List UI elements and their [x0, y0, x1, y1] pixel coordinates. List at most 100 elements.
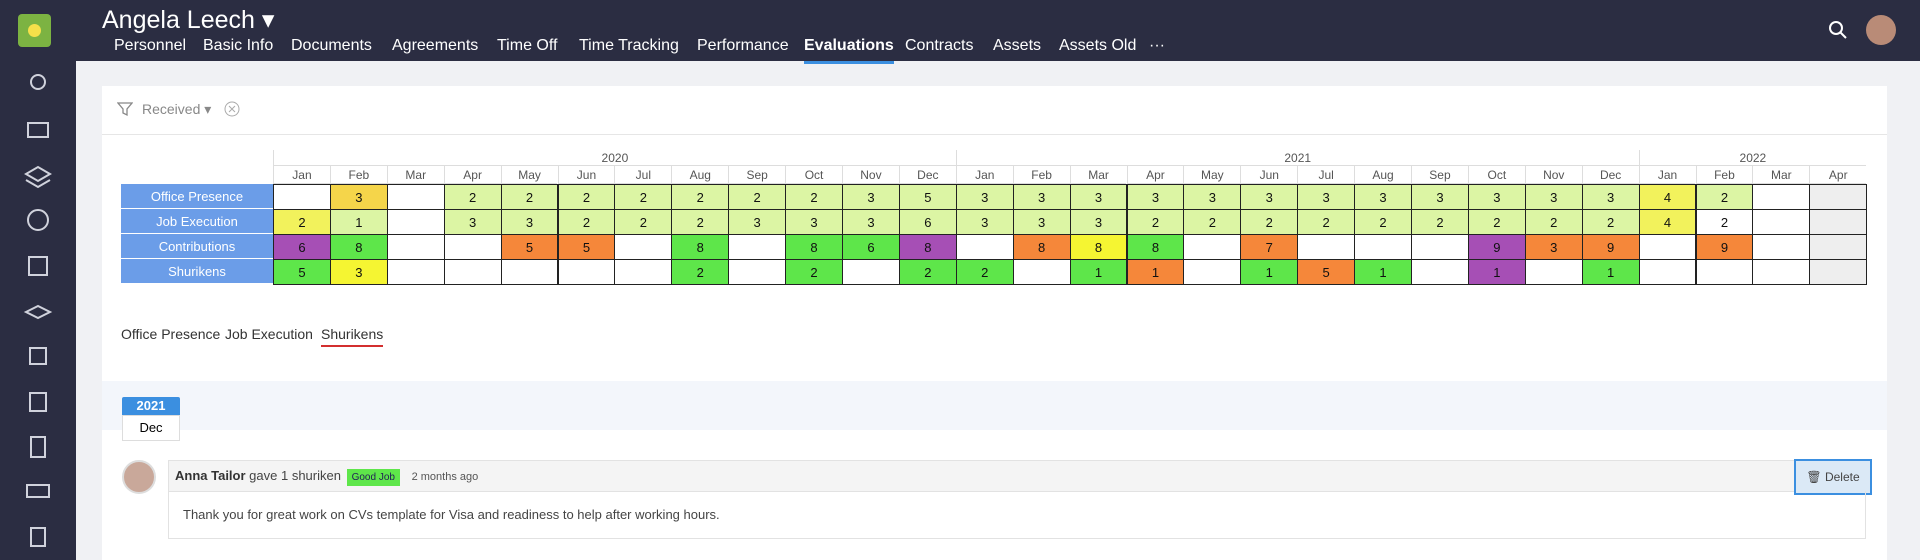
grid-cell[interactable] — [386, 184, 445, 210]
nav-icon[interactable] — [30, 527, 46, 547]
grid-cell[interactable]: 3 — [955, 209, 1014, 235]
grid-cell[interactable]: 2 — [728, 184, 787, 210]
grid-cell[interactable] — [1638, 234, 1697, 260]
nav-icon[interactable] — [23, 304, 53, 320]
grid-cell[interactable]: 4 — [1638, 184, 1697, 210]
grid-cell[interactable] — [1695, 259, 1754, 285]
grid-cell[interactable]: 1 — [1354, 259, 1412, 285]
grid-cell[interactable]: 4 — [1638, 209, 1697, 235]
grid-cell[interactable]: 9 — [1467, 234, 1526, 260]
nav-icon[interactable] — [26, 484, 50, 498]
grid-cell[interactable] — [1354, 234, 1412, 260]
nav-icon[interactable] — [27, 122, 49, 138]
grid-cell[interactable]: 1 — [329, 209, 388, 235]
grid-cell[interactable] — [1411, 259, 1469, 285]
nav-tab[interactable]: Time Off — [497, 37, 558, 54]
grid-cell[interactable]: 8 — [1069, 234, 1128, 260]
grid-cell[interactable]: 1 — [1069, 259, 1128, 285]
grid-cell[interactable] — [1297, 234, 1356, 260]
grid-cell[interactable]: 5 — [557, 234, 616, 260]
grid-cell[interactable] — [728, 234, 787, 260]
grid-cell[interactable] — [1809, 234, 1868, 260]
grid-cell[interactable]: 8 — [329, 234, 388, 260]
grid-cell[interactable]: 2 — [671, 209, 730, 235]
grid-cell[interactable] — [386, 259, 445, 285]
grid-cell[interactable]: 3 — [1467, 184, 1526, 210]
grid-cell[interactable]: 2 — [898, 259, 957, 285]
grid-cell[interactable]: 2 — [785, 259, 843, 285]
grid-cell[interactable]: 2 — [500, 184, 559, 210]
grid-cell[interactable]: 9 — [1581, 234, 1640, 260]
grid-cell[interactable]: 3 — [1524, 234, 1583, 260]
grid-cell[interactable]: 3 — [500, 209, 559, 235]
grid-cell[interactable]: 1 — [1240, 259, 1299, 285]
grid-cell[interactable] — [728, 259, 787, 285]
grid-cell[interactable] — [1183, 234, 1242, 260]
nav-tab[interactable]: Time Tracking — [579, 37, 679, 54]
grid-cell[interactable] — [557, 259, 616, 285]
nav-tab[interactable]: ··· — [1149, 37, 1165, 54]
grid-cell[interactable]: 2 — [1467, 209, 1526, 235]
grid-cell[interactable]: 3 — [842, 184, 900, 210]
grid-cell[interactable]: 2 — [443, 184, 502, 210]
grid-cell[interactable]: 5 — [500, 234, 559, 260]
grid-cell[interactable]: 3 — [1069, 209, 1128, 235]
grid-cell[interactable]: 2 — [1411, 209, 1469, 235]
grid-cell[interactable]: 8 — [671, 234, 730, 260]
grid-cell[interactable] — [955, 234, 1014, 260]
grid-cell[interactable] — [386, 209, 445, 235]
grid-cell[interactable] — [1524, 259, 1583, 285]
grid-cell[interactable]: 2 — [273, 209, 331, 235]
grid-cell[interactable]: 3 — [1524, 184, 1583, 210]
grid-cell[interactable]: 2 — [1524, 209, 1583, 235]
section-tab[interactable]: Shurikens — [321, 326, 384, 347]
grid-cell[interactable]: 2 — [1354, 209, 1412, 235]
nav-tab[interactable]: Personnel — [114, 37, 187, 54]
nav-icon[interactable] — [29, 347, 47, 365]
grid-cell[interactable]: 2 — [1297, 209, 1356, 235]
grid-cell[interactable]: 8 — [785, 234, 843, 260]
grid-cell[interactable]: 1 — [1126, 259, 1185, 285]
nav-tab[interactable]: Agreements — [392, 37, 479, 54]
grid-cell[interactable]: 3 — [1354, 184, 1412, 210]
filter-dropdown[interactable]: Received ▾ — [142, 101, 212, 117]
user-name[interactable]: Angela Leech ▾ — [102, 6, 275, 34]
nav-tab[interactable]: Contracts — [905, 37, 974, 54]
grid-cell[interactable]: 3 — [1069, 184, 1128, 210]
nav-icon[interactable] — [27, 209, 49, 231]
grid-cell[interactable]: 2 — [785, 184, 843, 210]
grid-cell[interactable]: 6 — [273, 234, 331, 260]
grid-cell[interactable] — [1752, 209, 1811, 235]
grid-cell[interactable]: 9 — [1695, 234, 1754, 260]
grid-cell[interactable]: 3 — [1581, 184, 1640, 210]
grid-cell[interactable] — [1752, 184, 1811, 210]
section-tab[interactable]: Job Execution — [225, 326, 313, 342]
grid-cell[interactable] — [1411, 234, 1469, 260]
nav-tab[interactable]: Assets Old — [1059, 37, 1137, 54]
grid-cell[interactable]: 5 — [1297, 259, 1356, 285]
grid-cell[interactable]: 3 — [842, 209, 900, 235]
grid-cell[interactable] — [1752, 259, 1811, 285]
delete-button[interactable]: 🗑 Delete — [1794, 459, 1872, 495]
grid-cell[interactable]: 2 — [671, 184, 730, 210]
nav-icon[interactable] — [30, 436, 46, 458]
logo[interactable] — [18, 14, 51, 47]
grid-cell[interactable] — [1638, 259, 1697, 285]
grid-cell[interactable]: 2 — [1183, 209, 1242, 235]
grid-cell[interactable]: 3 — [1240, 184, 1299, 210]
nav-tab[interactable]: Performance — [697, 37, 789, 54]
grid-cell[interactable] — [273, 184, 331, 210]
comment-author[interactable]: Anna Tailor — [175, 468, 246, 483]
grid-cell[interactable] — [1183, 259, 1242, 285]
grid-cell[interactable]: 3 — [329, 184, 388, 210]
grid-cell[interactable]: 5 — [898, 184, 957, 210]
grid-cell[interactable]: 3 — [329, 259, 388, 285]
nav-tab[interactable]: Assets — [993, 37, 1042, 54]
grid-cell[interactable]: 2 — [1240, 209, 1299, 235]
grid-cell[interactable]: 3 — [1012, 184, 1071, 210]
grid-cell[interactable]: 2 — [557, 209, 616, 235]
grid-cell[interactable] — [614, 259, 673, 285]
nav-tab[interactable]: Basic Info — [203, 37, 274, 54]
grid-cell[interactable]: 3 — [1183, 184, 1242, 210]
search-icon[interactable] — [1828, 20, 1848, 40]
